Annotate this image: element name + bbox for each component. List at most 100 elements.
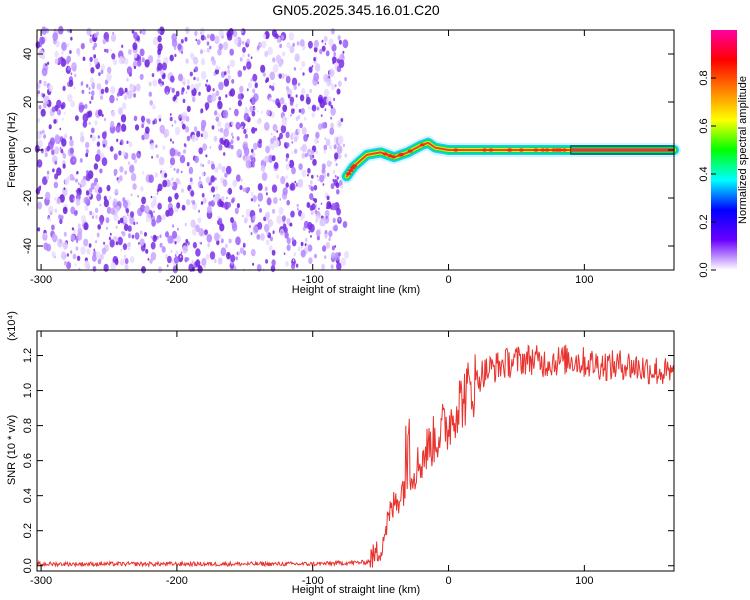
noise-speckle — [110, 48, 112, 52]
noise-speckle — [66, 28, 70, 33]
noise-speckle — [200, 242, 202, 245]
noise-speckle — [80, 81, 84, 86]
noise-speckle — [334, 245, 337, 248]
noise-speckle — [181, 121, 184, 125]
noise-speckle — [198, 82, 202, 87]
noise-speckle — [89, 56, 93, 63]
noise-speckle — [190, 190, 195, 197]
noise-speckle — [283, 252, 286, 255]
ridge-hotspot — [561, 148, 567, 152]
noise-speckle — [93, 248, 96, 252]
noise-speckle — [243, 112, 250, 122]
noise-speckle — [290, 182, 296, 191]
noise-speckle — [141, 196, 147, 205]
noise-speckle — [340, 257, 346, 267]
noise-speckle — [338, 59, 345, 68]
noise-speckle — [128, 141, 133, 148]
noise-speckle — [314, 209, 318, 214]
noise-speckle — [204, 102, 210, 110]
noise-speckle — [109, 94, 115, 104]
noise-speckle — [185, 126, 190, 133]
noise-speckle — [176, 202, 181, 209]
noise-speckle — [117, 178, 121, 184]
noise-speckle — [279, 132, 283, 140]
noise-speckle — [246, 88, 249, 92]
noise-speckle — [217, 48, 222, 56]
spectrogram-y-tick-label: 20 — [22, 96, 34, 108]
noise-speckle — [227, 201, 232, 208]
noise-speckle — [336, 207, 341, 216]
noise-speckle — [227, 74, 231, 80]
noise-speckle — [60, 148, 64, 154]
noise-speckle — [230, 254, 236, 263]
noise-speckle — [136, 221, 138, 225]
noise-speckle — [316, 175, 319, 178]
noise-speckle — [280, 230, 283, 234]
noise-speckle — [247, 81, 252, 89]
noise-speckle — [239, 57, 243, 62]
noise-speckle — [295, 103, 299, 108]
noise-speckle — [304, 237, 308, 243]
noise-speckle — [237, 93, 242, 100]
noise-speckle — [122, 151, 126, 156]
noise-speckle — [330, 28, 335, 35]
noise-speckle — [315, 215, 320, 222]
noise-speckle — [170, 249, 173, 253]
noise-speckle — [250, 96, 256, 106]
noise-speckle — [222, 109, 229, 119]
noise-speckle — [342, 50, 345, 54]
noise-speckle — [260, 110, 263, 114]
noise-speckle — [185, 91, 188, 94]
noise-speckle — [181, 123, 186, 130]
noise-speckle — [177, 227, 179, 231]
noise-speckle — [326, 172, 330, 177]
spectrogram-x-label: Height of straight line (km) — [292, 284, 420, 296]
noise-speckle — [331, 56, 337, 64]
noise-speckle — [329, 145, 333, 150]
noise-speckle — [246, 127, 249, 131]
noise-speckle — [326, 206, 328, 210]
noise-speckle — [84, 103, 88, 109]
noise-speckle — [190, 83, 195, 90]
noise-speckle — [62, 85, 66, 92]
noise-speckle — [171, 124, 174, 127]
noise-speckle — [193, 126, 198, 132]
noise-speckle — [218, 66, 221, 70]
snr-x-tick-label: -300 — [30, 575, 52, 587]
noise-speckle — [95, 153, 101, 162]
noise-speckle — [61, 51, 64, 55]
noise-speckle — [218, 144, 223, 151]
noise-speckle — [227, 187, 233, 195]
noise-speckle — [298, 163, 303, 171]
noise-speckle — [43, 80, 47, 87]
noise-speckle — [315, 229, 321, 237]
noise-speckle — [214, 258, 217, 264]
noise-speckle — [182, 114, 187, 122]
noise-speckle — [300, 249, 306, 258]
noise-speckle — [131, 29, 135, 34]
noise-speckle — [80, 135, 85, 143]
noise-speckle — [223, 152, 226, 156]
noise-speckle — [49, 217, 52, 222]
noise-speckle — [230, 217, 234, 223]
noise-speckle — [217, 120, 222, 128]
noise-speckle — [342, 41, 345, 44]
colorbar-tick-label: 0.2 — [698, 214, 710, 229]
noise-speckle — [86, 248, 91, 255]
noise-speckle — [140, 115, 146, 123]
noise-speckle — [293, 84, 297, 91]
noise-speckle — [311, 65, 314, 68]
noise-speckle — [244, 123, 246, 126]
noise-speckle — [83, 238, 89, 247]
noise-speckle — [173, 94, 177, 100]
noise-speckle — [109, 146, 114, 152]
noise-speckle — [128, 164, 135, 174]
noise-speckle — [302, 72, 305, 76]
noise-speckle — [65, 59, 70, 65]
noise-speckle — [261, 40, 267, 49]
noise-speckle — [89, 210, 93, 216]
noise-speckle — [185, 58, 189, 64]
noise-speckle — [229, 48, 234, 56]
noise-speckle — [224, 243, 228, 249]
